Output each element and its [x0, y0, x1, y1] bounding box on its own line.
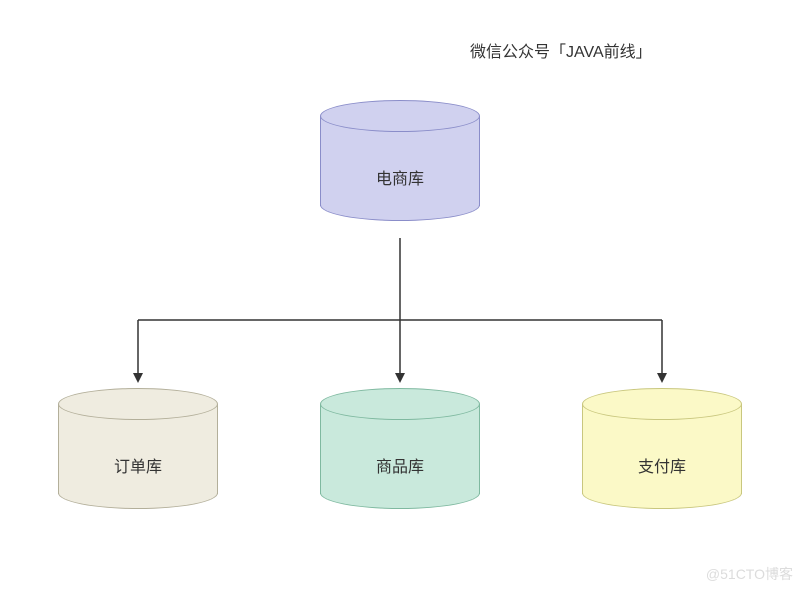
db-node-orders: 订单库 — [58, 388, 218, 510]
db-label-products: 商品库 — [320, 453, 480, 477]
db-node-products: 商品库 — [320, 388, 480, 510]
subtitle: 微信公众号「JAVA前线」 — [470, 38, 652, 62]
db-node-payments: 支付库 — [582, 388, 742, 510]
db-node-root: 电商库 — [320, 100, 480, 222]
db-label-root: 电商库 — [320, 165, 480, 189]
db-label-orders: 订单库 — [58, 453, 218, 477]
watermark: @51CTO博客 — [706, 564, 793, 584]
db-label-payments: 支付库 — [582, 453, 742, 477]
